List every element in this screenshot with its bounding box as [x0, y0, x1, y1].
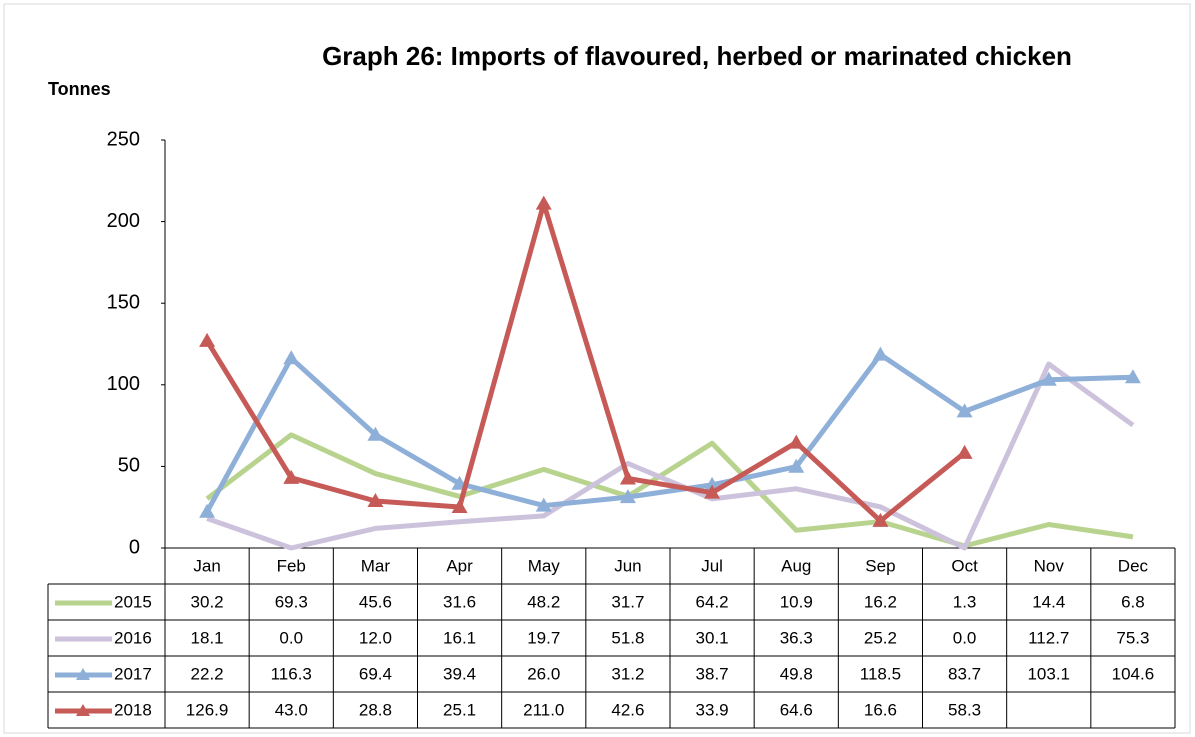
chart-title: Graph 26: Imports of flavoured, herbed o…: [322, 41, 1072, 71]
point-marker: [956, 444, 973, 459]
table-cell: 30.1: [696, 628, 729, 647]
x-tick-label: Nov: [1034, 556, 1065, 575]
table-cell: 39.4: [443, 664, 476, 683]
point-marker: [1124, 369, 1141, 384]
table-cell: 0.0: [279, 628, 303, 647]
point-marker: [199, 503, 216, 518]
table-cell: 64.2: [696, 592, 729, 611]
x-tick-label: Aug: [781, 556, 811, 575]
point-marker: [704, 484, 721, 499]
point-marker: [283, 350, 300, 365]
x-tick-label: Apr: [446, 556, 473, 575]
point-marker: [956, 403, 973, 418]
y-tick-label: 0: [129, 536, 140, 558]
point-marker: [619, 470, 636, 485]
legend-label: 2016: [114, 628, 152, 647]
point-marker: [872, 346, 889, 361]
point-marker: [535, 195, 552, 210]
table-cell: 10.9: [780, 592, 813, 611]
legend-label: 2018: [114, 700, 152, 719]
table-cell: 31.6: [443, 592, 476, 611]
point-marker: [619, 489, 636, 504]
table-cell: 75.3: [1116, 628, 1149, 647]
y-axis-label: Tonnes: [48, 79, 111, 99]
point-marker: [199, 332, 216, 347]
table-cell: 30.2: [191, 592, 224, 611]
point-marker: [367, 426, 384, 441]
table-cell: 43.0: [275, 700, 308, 719]
table-cell: 0.0: [953, 628, 977, 647]
table-cell: 25.2: [864, 628, 897, 647]
x-tick-label: Jun: [614, 556, 641, 575]
table-cell: 116.3: [271, 664, 312, 683]
table-cell: 118.5: [860, 664, 901, 683]
table-cell: 18.1: [191, 628, 224, 647]
table-cell: 58.3: [948, 700, 981, 719]
table-cell: 26.0: [527, 664, 560, 683]
table-cell: 1.3: [953, 592, 977, 611]
point-marker: [704, 476, 721, 491]
x-tick-label: Oct: [951, 556, 978, 575]
point-marker: [283, 469, 300, 484]
y-tick-label: 50: [118, 455, 140, 477]
table-cell: 103.1: [1027, 664, 1070, 683]
point-marker: [872, 512, 889, 527]
table-cell: 69.3: [275, 592, 308, 611]
x-tick-label: Dec: [1118, 556, 1149, 575]
table-cell: 6.8: [1121, 592, 1145, 611]
table-cell: 104.6: [1112, 664, 1155, 683]
y-tick-label: 100: [107, 373, 140, 395]
legend-label: 2015: [114, 592, 152, 611]
table-cell: 42.6: [611, 700, 644, 719]
legend-marker: [76, 704, 90, 716]
y-tick-label: 250: [107, 128, 140, 150]
table-cell: 48.2: [527, 592, 560, 611]
table-cell: 31.2: [611, 664, 644, 683]
x-tick-label: May: [528, 556, 561, 575]
point-marker: [535, 497, 552, 512]
table-cell: 211.0: [523, 700, 564, 719]
table-cell: 51.8: [611, 628, 644, 647]
table-cell: 22.2: [191, 664, 224, 683]
y-tick-label: 150: [107, 291, 140, 313]
legend-marker: [76, 668, 90, 680]
table-cell: 16.2: [864, 592, 897, 611]
table-cell: 28.8: [359, 700, 392, 719]
table-cell: 25.1: [443, 700, 476, 719]
table-cell: 38.7: [696, 664, 729, 683]
point-marker: [788, 434, 805, 449]
table-cell: 64.6: [780, 700, 813, 719]
point-marker: [451, 499, 468, 514]
point-marker: [1040, 371, 1057, 386]
x-tick-label: Mar: [361, 556, 391, 575]
x-tick-label: Sep: [865, 556, 895, 575]
table-cell: 45.6: [359, 592, 392, 611]
point-marker: [788, 458, 805, 473]
table-cell: 14.4: [1032, 592, 1065, 611]
x-tick-label: Jul: [701, 556, 723, 575]
point-marker: [367, 492, 384, 507]
table-cell: 16.1: [443, 628, 476, 647]
table-cell: 112.7: [1028, 628, 1069, 647]
legend-label: 2017: [114, 664, 152, 683]
table-cell: 69.4: [359, 664, 392, 683]
series-line: [204, 352, 1133, 513]
x-tick-label: Feb: [277, 556, 306, 575]
series-line: [205, 432, 1134, 549]
x-tick-label: Jan: [193, 556, 220, 575]
series-line: [204, 201, 967, 524]
table-cell: 16.6: [864, 700, 897, 719]
table-cell: 31.7: [611, 592, 644, 611]
table-cell: 126.9: [186, 700, 229, 719]
table-cell: 12.0: [359, 628, 392, 647]
chart-frame: [3, 3, 1191, 734]
table-cell: 49.8: [780, 664, 813, 683]
table-cell: 83.7: [948, 664, 981, 683]
series-line: [206, 361, 1135, 551]
table-cell: 36.3: [780, 628, 813, 647]
table-cell: 33.9: [696, 700, 729, 719]
table-cell: 19.7: [527, 628, 560, 647]
y-tick-label: 200: [107, 210, 140, 232]
